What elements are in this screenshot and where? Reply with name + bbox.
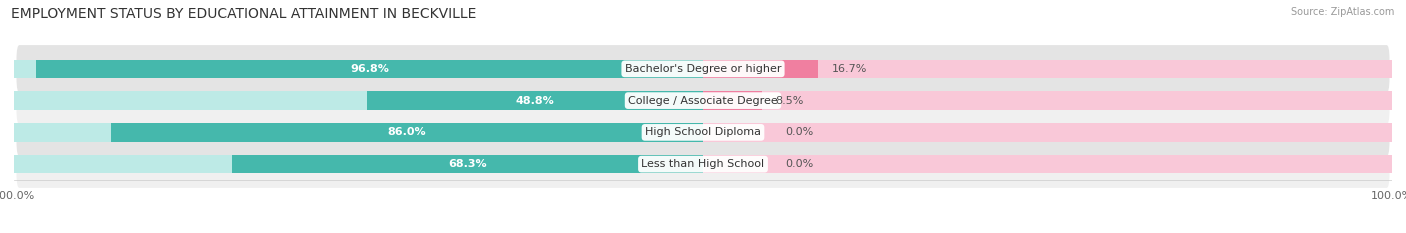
- FancyBboxPatch shape: [15, 44, 1391, 94]
- Text: 48.8%: 48.8%: [516, 96, 554, 106]
- Text: 0.0%: 0.0%: [786, 159, 814, 169]
- Bar: [703, 60, 1392, 78]
- FancyBboxPatch shape: [15, 108, 1391, 157]
- Bar: [37, 60, 703, 78]
- Text: Source: ZipAtlas.com: Source: ZipAtlas.com: [1291, 7, 1395, 17]
- Text: 96.8%: 96.8%: [350, 64, 389, 74]
- Bar: [703, 91, 762, 110]
- Bar: [14, 155, 703, 173]
- Text: Less than High School: Less than High School: [641, 159, 765, 169]
- Bar: [703, 155, 1392, 173]
- Text: 8.5%: 8.5%: [775, 96, 804, 106]
- Bar: [703, 123, 1392, 142]
- Text: College / Associate Degree: College / Associate Degree: [628, 96, 778, 106]
- Bar: [14, 91, 703, 110]
- Bar: [703, 91, 1392, 110]
- FancyBboxPatch shape: [15, 139, 1391, 189]
- Text: 16.7%: 16.7%: [832, 64, 868, 74]
- FancyBboxPatch shape: [15, 76, 1391, 125]
- Bar: [14, 60, 703, 78]
- Text: Bachelor's Degree or higher: Bachelor's Degree or higher: [624, 64, 782, 74]
- Text: High School Diploma: High School Diploma: [645, 127, 761, 137]
- Bar: [14, 123, 703, 142]
- Text: 68.3%: 68.3%: [449, 159, 486, 169]
- Bar: [111, 123, 703, 142]
- Text: 86.0%: 86.0%: [388, 127, 426, 137]
- Bar: [703, 60, 818, 78]
- Text: EMPLOYMENT STATUS BY EDUCATIONAL ATTAINMENT IN BECKVILLE: EMPLOYMENT STATUS BY EDUCATIONAL ATTAINM…: [11, 7, 477, 21]
- Text: 0.0%: 0.0%: [786, 127, 814, 137]
- Bar: [367, 91, 703, 110]
- Bar: [232, 155, 703, 173]
